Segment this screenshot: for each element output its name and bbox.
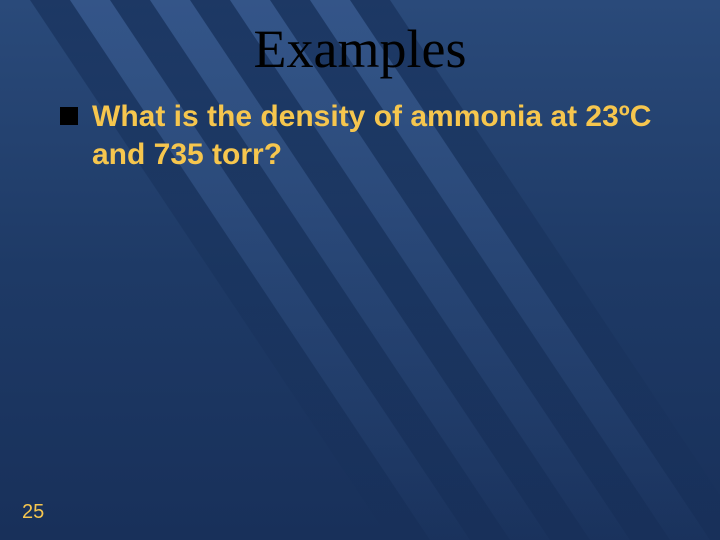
diagonal-stripes [0, 0, 720, 540]
page-number: 25 [22, 501, 44, 524]
square-bullet-icon [60, 107, 78, 125]
slide: Examples What is the density of ammonia … [0, 0, 720, 540]
bullet-text: What is the density of ammonia at 23ºC a… [92, 98, 680, 173]
bullet-item: What is the density of ammonia at 23ºC a… [60, 98, 680, 173]
slide-title: Examples [0, 18, 720, 80]
